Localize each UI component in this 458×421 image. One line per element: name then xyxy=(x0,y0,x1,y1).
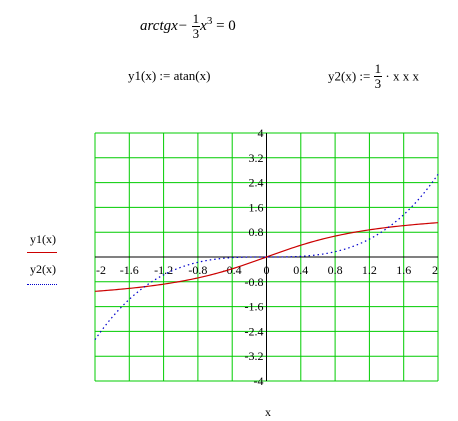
series-line-y2x xyxy=(94,173,439,341)
y-tick-label: -1.6 xyxy=(245,300,264,314)
y-tick-label: 1.6 xyxy=(249,200,264,214)
equation-rhs: = 0 xyxy=(216,17,236,34)
y-tick-label: 0.8 xyxy=(249,225,264,239)
equation-fraction-numerator: 1 xyxy=(191,11,201,27)
x-tick-label: -0.4 xyxy=(223,263,242,277)
x-tick-label: 0.4 xyxy=(293,263,308,277)
y-tick-label: 3.2 xyxy=(249,151,264,165)
x-tick-label: -1.6 xyxy=(120,263,139,277)
x-tick-label: -2 xyxy=(96,263,106,277)
definition-y2-rest: · x x x xyxy=(385,68,419,84)
x-tick-label: 1.6 xyxy=(396,263,411,277)
equation-fraction-denominator: 3 xyxy=(192,26,200,41)
legend-line-y2 xyxy=(27,284,57,285)
x-tick-label: 0.8 xyxy=(328,263,343,277)
definition-y2-numerator: 1 xyxy=(373,61,383,77)
equation-function: arctgx xyxy=(140,17,178,34)
equation-power: 3 xyxy=(206,14,213,27)
definition-y1: y1(x) := atan(x) xyxy=(128,68,211,83)
y-tick-label: -3.2 xyxy=(245,349,264,363)
equation-variable: x xyxy=(200,17,207,34)
tick-labels: -2 -1.6 -1.2 -0.8 -0.4 0 0.4 0.8 1.2 1.6 243.22.41… xyxy=(96,126,438,388)
y-tick-label: -2.4 xyxy=(245,324,264,338)
legend-label-y2: y2(x) xyxy=(30,262,56,276)
equation: arctgx− 1 3 x3 = 0 xyxy=(140,12,236,41)
legend-line-y1 xyxy=(27,252,57,253)
x-tick-label: 1.2 xyxy=(362,263,377,277)
x-tick-label: -1.2 xyxy=(154,263,173,277)
y-tick-label: 2.4 xyxy=(249,176,264,190)
x-tick-label: 0 xyxy=(264,263,270,277)
series-line-y1x xyxy=(94,222,439,292)
y-tick-label: -4 xyxy=(254,374,264,388)
legend-label-y1: y1(x) xyxy=(30,232,56,246)
y-tick-label: 4 xyxy=(258,126,264,140)
x-tick-label: 2 xyxy=(432,263,438,277)
series-group xyxy=(94,173,439,341)
definition-y2-denominator: 3 xyxy=(374,76,382,91)
x-axis-label: x xyxy=(265,405,271,419)
equation-minus: − xyxy=(177,17,188,34)
y-tick-label: -0.8 xyxy=(245,275,264,289)
x-tick-label: -0.8 xyxy=(188,263,207,277)
definition-y2-lhs: y2(x) := xyxy=(328,68,371,84)
